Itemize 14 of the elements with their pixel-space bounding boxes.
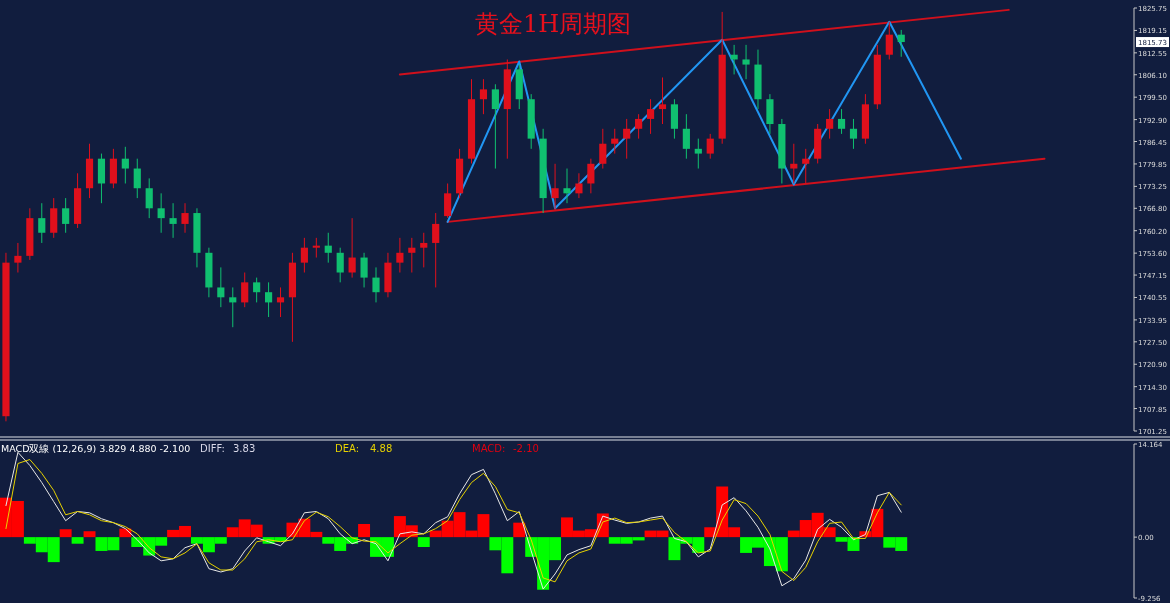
annotation: MACD双線 (12,26,9) 3.829 4.880 -2.100 [1, 443, 191, 454]
annotation: MACD: [472, 443, 506, 454]
annotation: -2.10 [513, 443, 539, 454]
annotation: 4.88 [370, 443, 393, 454]
bar [358, 523, 371, 538]
annotation: DIFF: [200, 443, 225, 454]
bar [417, 537, 430, 547]
chart-title: 黄金1H周期图 [474, 10, 632, 38]
bar [83, 531, 96, 538]
annotation: DEA: [335, 443, 360, 454]
annotation: 3.83 [233, 443, 256, 454]
bar [59, 529, 72, 538]
bar [71, 537, 84, 544]
bar [513, 522, 526, 538]
